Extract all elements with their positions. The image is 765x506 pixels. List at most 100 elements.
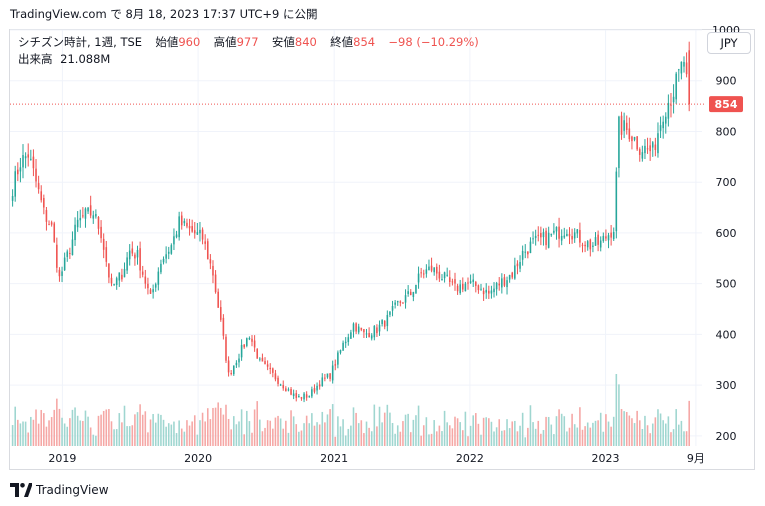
volume-bar xyxy=(625,412,628,446)
volume-bar xyxy=(66,426,69,446)
volume-bar xyxy=(17,419,19,446)
candle-body xyxy=(662,121,664,129)
candle-body xyxy=(191,226,193,232)
candle-body xyxy=(636,136,638,150)
candle-body xyxy=(389,311,391,315)
candle-body xyxy=(308,396,311,398)
candle-body xyxy=(269,367,272,370)
volume-bar xyxy=(35,409,37,446)
volume-bar xyxy=(417,405,420,446)
volume-bar xyxy=(347,428,350,446)
volume-bar xyxy=(305,415,308,446)
candle-body xyxy=(420,272,422,274)
candle-body xyxy=(641,152,644,159)
candle-body xyxy=(321,377,324,386)
volume-bar xyxy=(435,431,438,446)
volume-bar xyxy=(599,412,602,446)
candle-body xyxy=(329,373,331,379)
candle-body xyxy=(594,237,597,246)
volume-bar xyxy=(170,424,173,446)
candle-body xyxy=(251,338,253,342)
volume-bar xyxy=(246,410,248,446)
candle-body xyxy=(186,222,188,227)
candle-body xyxy=(89,205,92,216)
volume-bar xyxy=(298,431,300,446)
volume-bar xyxy=(376,426,378,446)
volume-bar xyxy=(274,417,277,446)
candle-body xyxy=(17,169,19,175)
candle-body xyxy=(147,283,149,289)
candle-body xyxy=(311,389,313,397)
candle-body xyxy=(209,259,212,264)
volume-bar xyxy=(313,425,316,446)
candle-body xyxy=(167,251,170,254)
volume-bar xyxy=(396,425,399,446)
volume-bar xyxy=(79,420,82,446)
candle-body xyxy=(422,273,425,275)
volume-bar xyxy=(97,415,100,446)
y-tick-label: 900 xyxy=(716,75,737,88)
volume-bar xyxy=(529,405,532,446)
candle-body xyxy=(287,389,290,391)
candle-body xyxy=(553,230,555,233)
volume-bar xyxy=(110,421,113,446)
y-tick-label: 800 xyxy=(716,125,737,138)
chart-frame[interactable] xyxy=(9,29,755,470)
volume-bars xyxy=(11,373,690,446)
candle-body xyxy=(391,305,394,311)
volume-bar xyxy=(269,420,272,446)
volume-bar xyxy=(472,415,474,446)
candle-body xyxy=(657,133,659,154)
candle-body xyxy=(378,324,381,332)
x-tick-label: 2019 xyxy=(48,452,76,465)
volume-bar xyxy=(160,414,162,446)
candle-body xyxy=(337,352,339,365)
volume-bar xyxy=(154,422,157,446)
candle-body xyxy=(32,156,35,169)
candle-body xyxy=(180,215,183,226)
volume-bar xyxy=(350,425,352,446)
volume-bar xyxy=(225,404,227,446)
candle-body xyxy=(266,364,269,367)
candle-body xyxy=(149,289,152,294)
last-price-label: 854 xyxy=(715,98,738,111)
volume-bar xyxy=(490,421,493,446)
candle-body xyxy=(415,284,417,294)
volume-bar xyxy=(40,409,43,446)
volume-bar xyxy=(670,432,672,446)
volume-bar xyxy=(199,420,201,446)
candle-body xyxy=(350,332,352,339)
volume-bar xyxy=(259,419,261,446)
candle-body xyxy=(102,238,105,250)
volume-bar xyxy=(620,409,623,446)
y-tick-label: 300 xyxy=(716,379,737,392)
candle-body xyxy=(443,272,446,279)
volume-bar xyxy=(612,416,615,446)
candle-body xyxy=(425,269,428,274)
candle-body xyxy=(298,395,300,398)
volume-bar xyxy=(415,415,417,446)
volume-bar xyxy=(131,425,134,446)
currency-button[interactable]: JPY xyxy=(707,32,751,54)
volume-bar xyxy=(688,400,690,446)
candle-body xyxy=(152,289,154,293)
volume-bar xyxy=(256,401,259,446)
volume-bar xyxy=(399,431,402,446)
candle-body xyxy=(615,171,618,232)
candle-body xyxy=(501,278,503,288)
candle-body xyxy=(521,250,524,260)
candle-body xyxy=(331,365,334,381)
candle-body xyxy=(396,300,399,303)
candle-body xyxy=(37,183,40,190)
candle-body xyxy=(550,233,553,236)
candle-body xyxy=(206,241,209,260)
volume-bar xyxy=(581,429,584,446)
volume-bar xyxy=(498,419,501,446)
low-label: 安値 xyxy=(271,35,295,49)
volume-bar xyxy=(475,413,477,446)
volume-bar xyxy=(30,416,32,446)
volume-bar xyxy=(251,432,253,446)
candle-body xyxy=(545,230,547,246)
candle-body xyxy=(677,69,680,71)
